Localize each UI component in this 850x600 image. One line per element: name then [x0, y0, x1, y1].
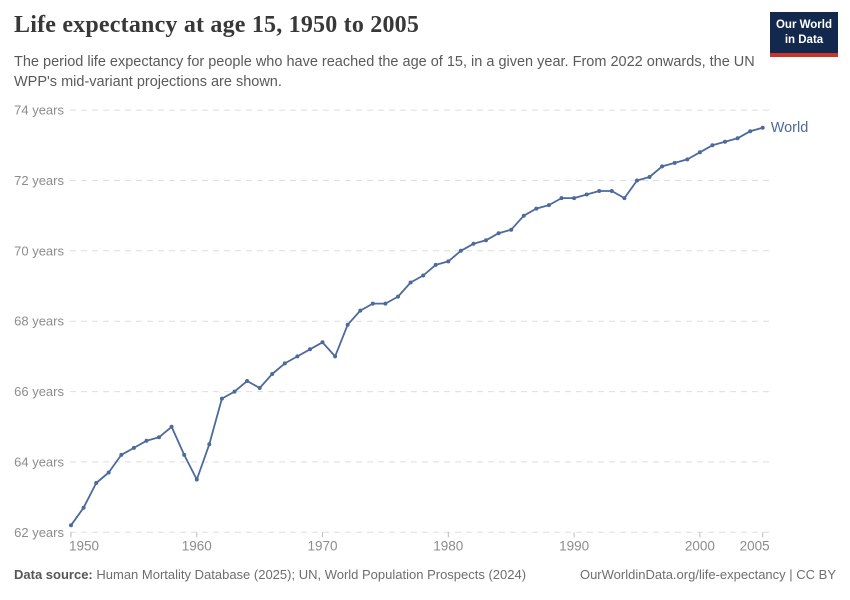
- footer-right: OurWorldinData.org/life-expectancy | CC …: [580, 567, 836, 582]
- data-point: [534, 206, 539, 211]
- data-point: [748, 129, 753, 134]
- page-title: Life expectancy at age 15, 1950 to 2005: [14, 12, 420, 38]
- chart-footer: Data source: Human Mortality Database (2…: [14, 567, 836, 582]
- data-point: [396, 294, 400, 299]
- x-tick-label: 1990: [559, 539, 589, 554]
- data-point: [584, 192, 589, 197]
- data-point: [232, 389, 237, 394]
- data-point: [572, 196, 577, 201]
- owid-logo[interactable]: Our World in Data: [770, 12, 838, 57]
- y-tick-label: 64 years: [14, 454, 64, 469]
- data-point: [697, 150, 702, 155]
- data-point: [345, 322, 350, 327]
- data-point: [672, 160, 677, 165]
- data-point: [370, 301, 375, 306]
- data-point: [597, 189, 602, 193]
- footer-url[interactable]: OurWorldinData.org/life-expectancy: [579, 567, 786, 582]
- data-point: [446, 259, 451, 264]
- data-point: [635, 178, 639, 183]
- data-point: [308, 347, 312, 352]
- data-point: [408, 280, 413, 285]
- data-point: [433, 262, 438, 267]
- data-point: [559, 196, 564, 201]
- data-point: [710, 143, 715, 148]
- data-point: [421, 273, 426, 278]
- data-source-text: Human Mortality Database (2025); UN, Wor…: [96, 567, 527, 582]
- x-axis: 1950 1960 1970 1980 1990 2000 2005: [69, 532, 770, 554]
- data-point: [320, 340, 325, 345]
- data-point: [509, 227, 514, 232]
- data-points: [69, 125, 765, 528]
- gridlines-and-ylabels: 62 years 64 years 66 years 68 years 70 years…: [14, 103, 769, 540]
- data-point: [333, 354, 338, 359]
- data-point: [219, 396, 224, 401]
- y-tick-label: 70 years: [14, 243, 64, 258]
- chart-subtitle: The period life expectancy for people wh…: [14, 54, 755, 90]
- data-point: [546, 203, 551, 208]
- data-point: [735, 136, 740, 141]
- data-point: [169, 424, 174, 429]
- data-point: [157, 435, 161, 440]
- logo-line2: in Data: [784, 33, 824, 46]
- data-point: [282, 361, 287, 366]
- series-end-label: World: [771, 120, 809, 136]
- data-point: [245, 379, 250, 383]
- data-point: [622, 196, 627, 201]
- x-tick-label: 2000: [685, 539, 715, 554]
- data-point: [471, 241, 476, 246]
- data-point: [685, 157, 690, 162]
- data-point: [358, 308, 363, 313]
- x-tick-label: 1960: [182, 539, 212, 554]
- data-point: [295, 354, 300, 359]
- data-point: [69, 523, 73, 528]
- data-point: [458, 248, 463, 253]
- data-point: [496, 231, 501, 236]
- data-point: [723, 139, 727, 144]
- y-tick-label: 74 years: [14, 103, 64, 118]
- data-point: [760, 125, 765, 130]
- series-world: World: [69, 120, 809, 528]
- data-source-label: Data source:: [14, 567, 93, 582]
- data-point: [383, 301, 388, 306]
- data-point: [119, 452, 124, 457]
- data-point: [270, 372, 275, 376]
- data-line: [70, 126, 764, 527]
- y-tick-label: 68 years: [14, 314, 64, 329]
- data-point: [106, 470, 111, 475]
- footer-license: | CC BY: [785, 567, 836, 582]
- data-point: [660, 164, 665, 169]
- data-point: [257, 386, 262, 390]
- y-tick-label: 72 years: [14, 173, 64, 188]
- x-tick-label: 1970: [307, 539, 337, 554]
- data-point: [207, 442, 212, 447]
- data-point: [182, 452, 187, 457]
- data-point: [144, 438, 149, 443]
- data-point: [647, 175, 652, 179]
- data-point: [131, 445, 136, 450]
- y-tick-label: 66 years: [14, 384, 64, 399]
- line-chart: 62 years 64 years 66 years 68 years 70 years…: [14, 103, 809, 554]
- logo-line1: Our World: [775, 19, 832, 31]
- data-point: [194, 477, 199, 482]
- data-point: [521, 213, 526, 218]
- y-tick-label: 62 years: [14, 525, 64, 540]
- x-tick-label: 2005: [740, 539, 770, 554]
- x-tick-label: 1980: [433, 539, 463, 554]
- data-point: [94, 481, 99, 485]
- data-point: [609, 189, 614, 193]
- data-point: [484, 238, 488, 243]
- data-point: [81, 505, 86, 510]
- x-tick-label: 1950: [69, 539, 99, 554]
